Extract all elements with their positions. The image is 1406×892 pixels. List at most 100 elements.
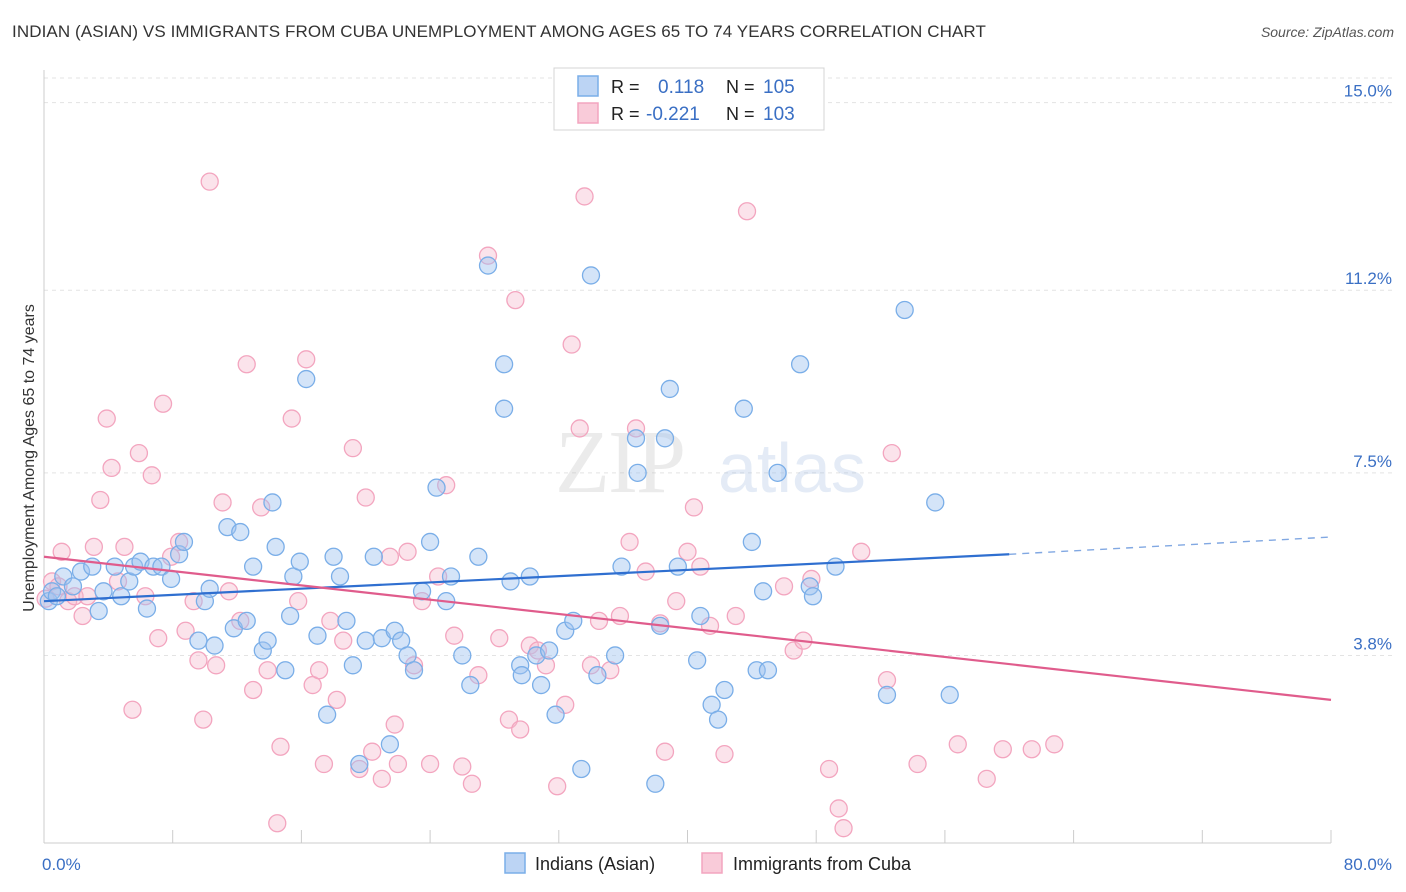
legend-r-value-1: 0.118 <box>658 77 704 98</box>
indian-point <box>588 666 607 685</box>
indian-points <box>39 256 959 793</box>
cuba-point <box>258 661 277 680</box>
cuba-point <box>176 621 195 640</box>
cuba-point <box>289 592 308 611</box>
indian-point <box>655 429 675 448</box>
cuba-point <box>556 695 575 714</box>
cuba-point <box>52 542 71 561</box>
watermark: ZIP atlas <box>555 413 866 512</box>
cuba-point <box>511 720 530 739</box>
bottom-legend-swatch-indian <box>504 852 526 874</box>
indian-point <box>337 611 356 631</box>
indian-point <box>189 631 208 650</box>
indian-point <box>803 587 823 606</box>
cuba-point <box>84 537 104 557</box>
cuba-point <box>420 754 440 774</box>
indian-point <box>940 685 959 705</box>
cuba-point <box>548 777 567 796</box>
indian-point <box>512 666 531 685</box>
cuba-point <box>297 350 316 369</box>
indian-point <box>263 493 282 512</box>
y-tick-label: 3.8% <box>1353 634 1392 653</box>
cuba-point <box>398 542 417 561</box>
bottom-legend-swatch-cuba <box>701 852 723 874</box>
x-tick-label-min: 0.0% <box>42 855 81 874</box>
indian-point <box>385 621 404 640</box>
cuba-point <box>1022 740 1041 759</box>
cuba-point <box>993 740 1012 759</box>
indian-point <box>790 355 810 374</box>
indian-point <box>478 256 498 275</box>
cuba-point <box>445 626 464 645</box>
cuba-point <box>115 537 134 557</box>
indian-point <box>453 646 472 665</box>
svg-text:atlas: atlas <box>718 429 866 507</box>
indian-point <box>324 547 343 566</box>
cuba-point <box>882 443 901 463</box>
cuba-point <box>350 759 369 779</box>
cuba-point <box>206 656 226 675</box>
indian-trend-extension <box>1009 536 1332 555</box>
indian-point <box>137 599 157 618</box>
indian-point <box>877 685 897 705</box>
cuba-point <box>343 439 363 458</box>
cuba-point <box>243 680 263 700</box>
cuba-point <box>129 443 149 463</box>
legend-r-value-2: -0.221 <box>646 104 700 125</box>
legend-swatch-cuba <box>577 102 599 124</box>
cuba-point <box>231 611 250 631</box>
indian-point <box>280 606 300 626</box>
indian-point <box>174 532 194 552</box>
indian-point <box>715 680 734 700</box>
cuba-point <box>327 690 346 710</box>
indian-point <box>427 478 446 497</box>
indian-point <box>461 675 480 695</box>
indian-point <box>660 379 679 399</box>
cuba-point <box>153 394 173 413</box>
cuba-point <box>655 742 675 761</box>
indian-point <box>258 631 277 650</box>
indian-point <box>54 567 73 586</box>
indian-point <box>47 587 67 606</box>
legend-swatch-indian <box>577 75 599 97</box>
cuba-point <box>149 629 168 648</box>
indian-point <box>753 582 773 601</box>
indian-point <box>105 557 124 576</box>
trend-lines <box>43 536 1332 701</box>
indian-point <box>926 493 945 512</box>
cuba-point <box>829 799 848 818</box>
indian-point <box>364 547 383 566</box>
cuba-point <box>774 577 794 596</box>
cuba-point <box>271 737 290 756</box>
cuba-point <box>715 745 734 764</box>
indian-point <box>494 399 514 418</box>
stats-legend: R = 0.118 N = 105 R = -0.221 N = 103 <box>553 67 825 131</box>
cuba-point <box>667 592 686 611</box>
cuba-point <box>189 651 208 670</box>
indian-point <box>253 641 272 660</box>
bottom-legend-label-indian: Indians (Asian) <box>535 854 655 874</box>
cuba-point <box>453 757 472 776</box>
indian-point <box>63 577 83 596</box>
cuba-point <box>142 466 161 485</box>
cuba-point <box>36 589 55 608</box>
cuba-point <box>490 629 509 648</box>
indian-point <box>800 577 819 596</box>
cuba-point <box>213 493 232 512</box>
indian-point <box>691 606 710 626</box>
cuba-point <box>575 187 594 206</box>
cuba-point <box>404 656 424 675</box>
x-tick-label-max: 80.0% <box>1344 855 1392 874</box>
cuba-point <box>834 819 853 838</box>
cuba-point <box>691 557 710 576</box>
indian-point <box>758 661 778 680</box>
indian-point <box>89 601 108 621</box>
cuba-point <box>363 742 382 761</box>
cuba-point <box>977 769 996 788</box>
cuba-point <box>200 172 219 191</box>
indian-point <box>317 705 337 724</box>
cuba-point <box>91 490 110 510</box>
indian-point <box>612 557 631 576</box>
cuba-point <box>372 769 391 788</box>
